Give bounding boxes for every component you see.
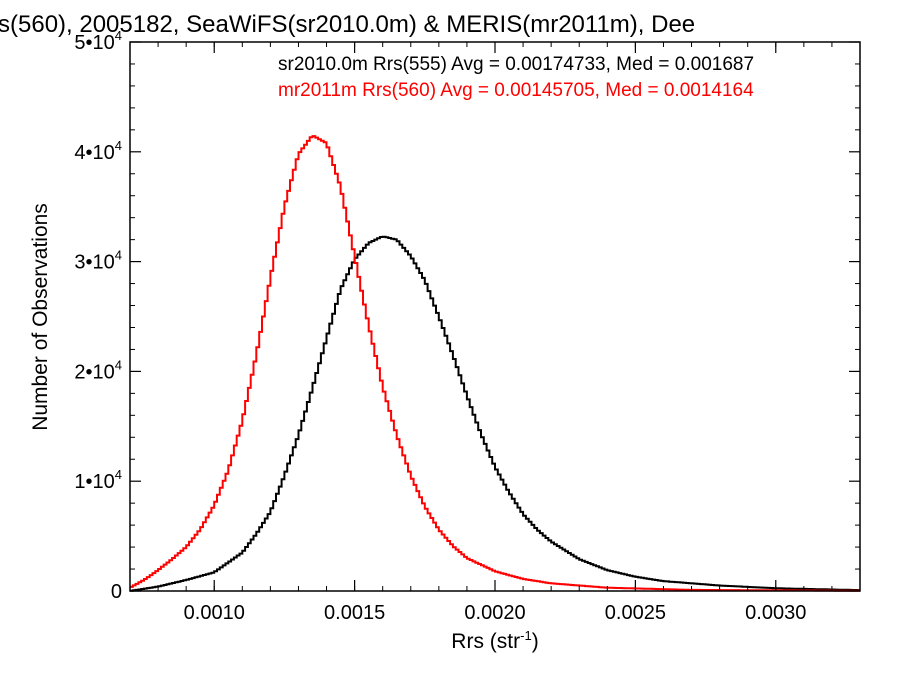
y-tick-label: 5•104	[74, 28, 122, 54]
x-axis-label: Rrs (str-1)	[451, 628, 538, 653]
legend-entry-meris: mr2011m Rrs(560) Avg = 0.00145705, Med =…	[278, 80, 754, 101]
series-seawifs-line	[130, 235, 860, 592]
legend-entry-seawifs: sr2010.0m Rrs(555) Avg = 0.00174733, Med…	[278, 54, 754, 75]
plot-frame	[129, 41, 861, 592]
y-tick-label: 1•104	[74, 467, 122, 493]
x-axis-label-close: )	[532, 630, 539, 653]
y-tick-label: 4•104	[74, 138, 122, 164]
x-tick-label: 0.0025	[605, 602, 666, 624]
x-axis-label-superscript: -1	[520, 628, 532, 643]
series-meris-line	[130, 135, 860, 592]
chart-title: s(560), 2005182, SeaWiFS(sr2010.0m) & ME…	[0, 11, 695, 38]
y-tick-label: 2•104	[74, 357, 122, 383]
x-tick-label: 0.0015	[324, 602, 385, 624]
x-tick-label: 0.0010	[184, 602, 245, 624]
y-axis-label: Number of Observations	[29, 203, 52, 431]
series-layer	[130, 135, 860, 592]
ticks-layer: 0.0010 0.0015 0.0020 0.0025 0.0030 0 1•104 2•10…	[74, 28, 861, 624]
x-tick-label: 0.0030	[745, 602, 806, 624]
y-tick-label: 0	[111, 581, 122, 603]
y-tick-label: 3•104	[74, 248, 122, 274]
x-tick-label: 0.0020	[464, 602, 525, 624]
x-axis-label-main: Rrs (str	[451, 630, 520, 653]
